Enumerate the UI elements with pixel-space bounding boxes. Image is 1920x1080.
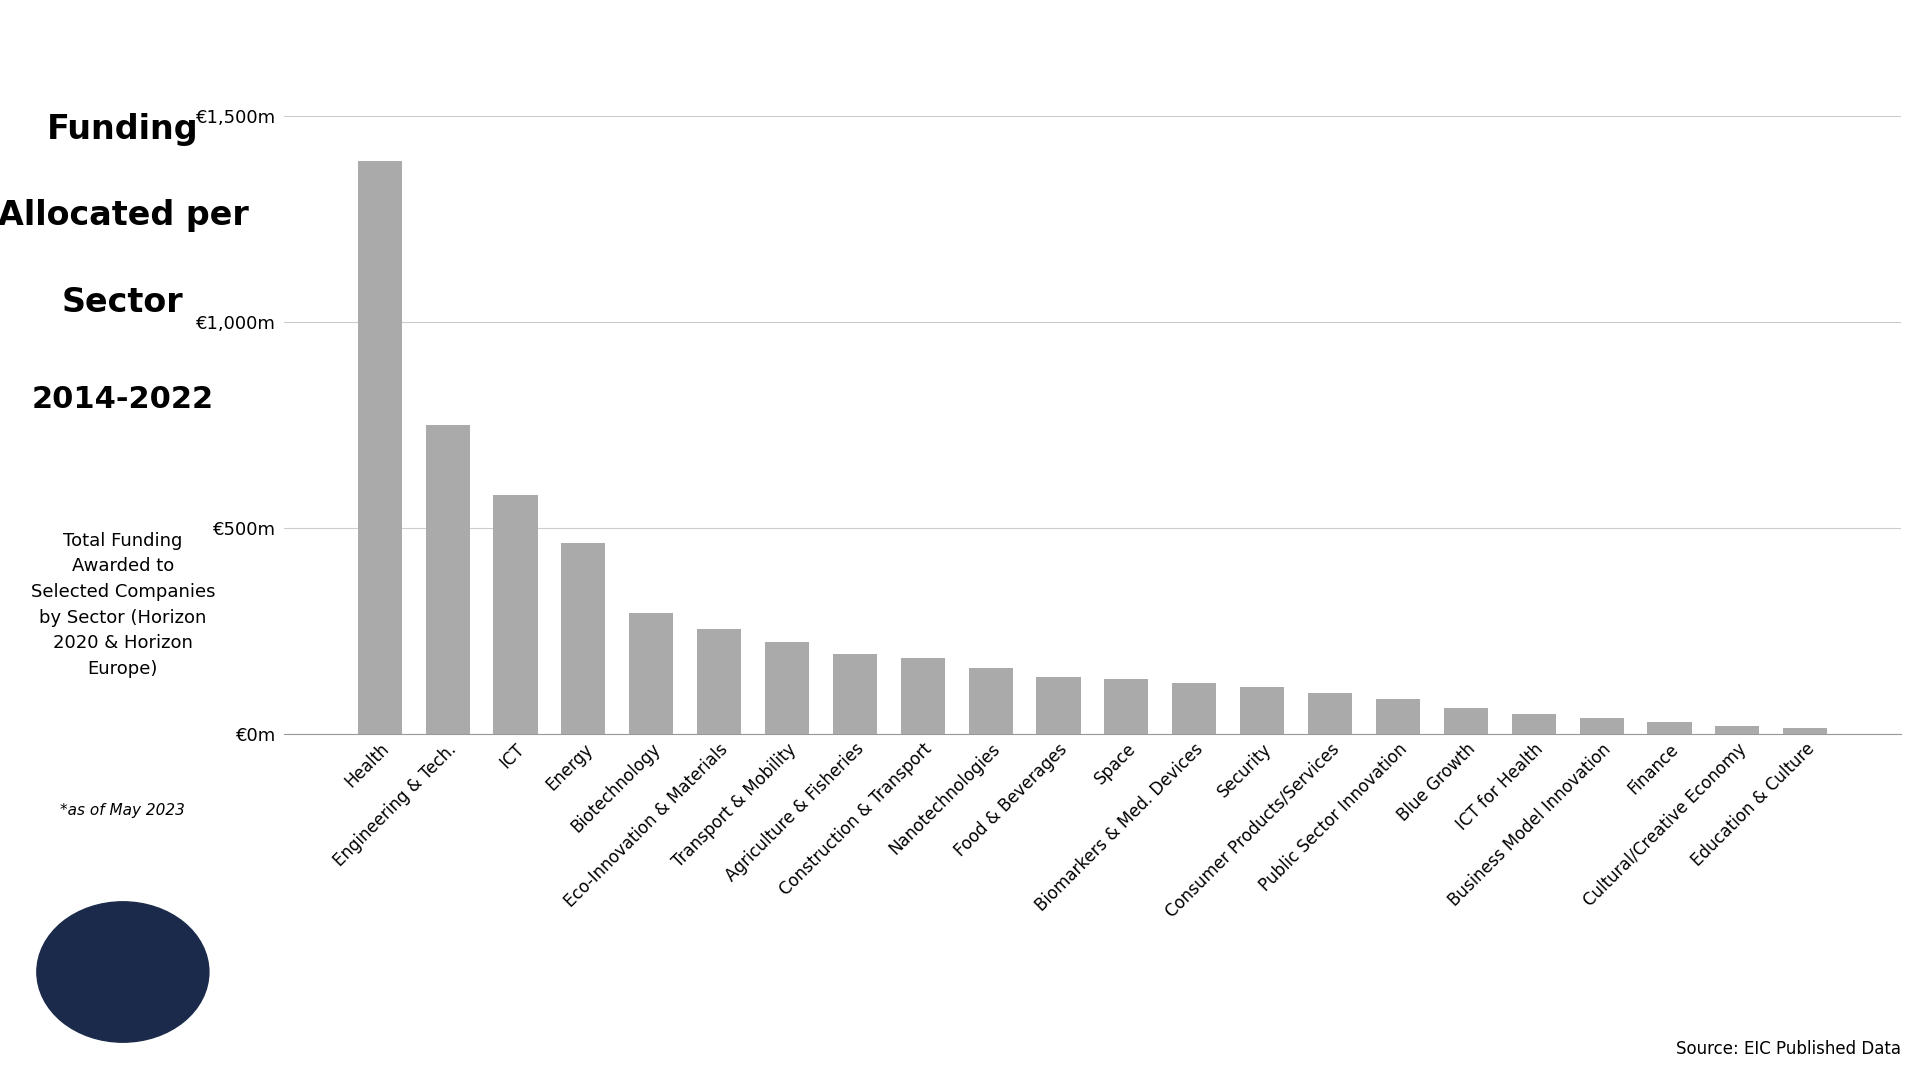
Bar — [630, 612, 674, 734]
Text: Total Funding
Awarded to
Selected Companies
by Sector (Horizon
2020 & Horizon
Eu: Total Funding Awarded to Selected Compan… — [31, 531, 215, 678]
Bar — [1715, 726, 1759, 734]
Text: Sector: Sector — [61, 286, 184, 319]
Bar — [833, 654, 877, 734]
Bar — [1308, 693, 1352, 734]
Bar — [357, 161, 401, 734]
Bar — [697, 630, 741, 734]
Bar — [1647, 723, 1692, 734]
Bar — [1377, 700, 1421, 734]
Bar — [968, 669, 1012, 734]
Ellipse shape — [36, 902, 209, 1042]
Bar — [561, 542, 605, 734]
Bar — [426, 426, 470, 734]
Text: Funding: Funding — [48, 113, 198, 146]
Bar — [1444, 707, 1488, 734]
Bar — [1580, 718, 1624, 734]
Bar — [1173, 683, 1217, 734]
Bar — [493, 496, 538, 734]
Bar — [1240, 687, 1284, 734]
Bar — [764, 642, 808, 734]
Bar — [1784, 728, 1828, 734]
Bar — [900, 658, 945, 734]
Text: *as of May 2023: *as of May 2023 — [60, 802, 186, 818]
Text: Allocated per: Allocated per — [0, 200, 248, 232]
Text: 2014-2022: 2014-2022 — [33, 386, 213, 414]
Bar — [1511, 714, 1555, 734]
Bar — [1037, 677, 1081, 734]
Text: Source: EIC Published Data: Source: EIC Published Data — [1676, 1040, 1901, 1058]
Bar — [1104, 678, 1148, 734]
